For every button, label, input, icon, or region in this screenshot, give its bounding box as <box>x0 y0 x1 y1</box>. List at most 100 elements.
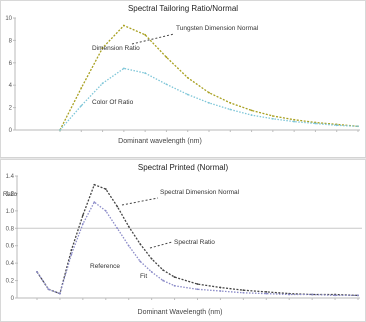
bottom-leader-spectral-dimension <box>121 197 159 206</box>
bottom-annotation-spectral-ratio: Spectral Ratio <box>174 239 215 246</box>
top-annotation-tungsten: Tungsten Dimension Normal <box>176 25 259 32</box>
bottom-leader-spectral-ratio <box>149 241 173 249</box>
bottom-annotation-reference: Reference <box>90 263 120 270</box>
data-point <box>47 288 50 291</box>
top-annotation-color-ratio: Color Of Ratio <box>92 99 134 106</box>
data-point <box>288 293 291 296</box>
data-point <box>80 104 83 107</box>
data-point <box>271 115 274 117</box>
series-line-1 <box>36 201 358 297</box>
bottom-chart-y-ticks: 1.4 1.2 1.0 0.8 0.6 0.4 0.2 0 <box>6 174 18 302</box>
data-point <box>150 270 153 273</box>
top-chart-x-ticks <box>59 130 359 132</box>
data-point <box>122 67 125 70</box>
y-tick-label: 2 <box>9 106 13 112</box>
data-point <box>162 279 165 282</box>
y-tick-label: 0.6 <box>6 244 15 250</box>
data-point <box>122 24 125 27</box>
series-line-1 <box>59 67 359 131</box>
data-point <box>219 290 222 292</box>
y-tick-label: 1.0 <box>6 209 15 215</box>
y-tick-label: 0 <box>11 296 15 302</box>
data-point <box>229 102 232 104</box>
y-tick-label: 1.4 <box>6 174 15 180</box>
data-point <box>196 288 199 291</box>
data-point <box>335 124 338 127</box>
data-point <box>186 93 189 96</box>
y-tick-label: 0.2 <box>6 279 15 285</box>
y-tick-label: 10 <box>5 16 12 22</box>
data-point <box>59 292 61 295</box>
bottom-chart-y-label: Ratio <box>3 192 18 198</box>
data-point <box>93 201 96 204</box>
bottom-annotation-fit: Fit <box>140 273 147 280</box>
data-point <box>293 118 296 121</box>
top-chart-y-ticks: 10 8 6 4 2 0 <box>5 16 16 134</box>
data-point <box>242 291 245 294</box>
data-point <box>162 269 165 272</box>
data-point <box>173 276 176 278</box>
data-point <box>334 294 336 297</box>
data-point <box>101 82 104 85</box>
data-point <box>311 293 314 296</box>
data-point <box>265 291 268 293</box>
top-annotation-dimension-ratio: Dimension Ratio <box>92 45 140 52</box>
data-point <box>139 243 142 245</box>
top-chart-x-label: Dominant wavelength (nm) <box>118 138 202 145</box>
top-chart-title: Spectral Tailoring Ratio/Normal <box>128 4 238 13</box>
data-point <box>271 117 274 120</box>
bottom-chart-title: Spectral Printed (Normal) <box>138 163 229 172</box>
data-point <box>127 244 130 247</box>
data-point <box>208 91 210 94</box>
data-point <box>144 72 147 74</box>
data-point <box>357 294 359 297</box>
y-tick-label: 6 <box>9 61 13 67</box>
data-point <box>116 205 119 208</box>
data-point <box>127 225 130 228</box>
series-line-0 <box>59 24 359 131</box>
data-point <box>357 125 359 128</box>
data-point <box>165 56 168 59</box>
y-tick-label: 4 <box>9 83 13 89</box>
data-point <box>165 83 168 86</box>
data-point <box>250 109 253 112</box>
bottom-chart-x-ticks <box>36 298 359 300</box>
bottom-chart-x-label: Dominant Wavelength (nm) <box>138 309 223 316</box>
data-point <box>229 108 232 111</box>
data-point <box>80 87 83 89</box>
data-point <box>150 257 153 260</box>
data-point <box>70 253 73 256</box>
data-point <box>173 284 176 287</box>
data-point <box>242 289 245 292</box>
data-point <box>186 76 189 79</box>
data-point <box>104 188 107 190</box>
data-point <box>196 283 199 285</box>
data-point <box>70 249 73 251</box>
data-point <box>293 120 296 123</box>
data-point <box>250 114 253 116</box>
top-chart-series <box>59 24 359 131</box>
data-point <box>144 33 147 36</box>
data-point <box>265 292 268 295</box>
data-point <box>116 227 119 230</box>
data-point <box>36 270 38 273</box>
y-tick-label: 1.2 <box>6 191 15 197</box>
bottom-annotation-spectral-dimension: Spectral Dimension Normal <box>160 189 240 196</box>
data-point <box>59 129 61 131</box>
y-tick-label: 0.8 <box>6 226 15 232</box>
bottom-chart-series <box>36 183 359 297</box>
data-point <box>104 209 107 212</box>
data-point <box>101 46 104 49</box>
data-point <box>93 183 96 186</box>
top-chart: Spectral Tailoring Ratio/Normal 1086420 … <box>5 4 360 145</box>
y-tick-label: 0.4 <box>6 261 15 267</box>
y-tick-label: 8 <box>9 38 13 44</box>
data-point <box>81 214 84 217</box>
bottom-chart: Spectral Printed (Normal) 1.4 1.2 1.0 0.8 0.… <box>3 163 362 316</box>
data-point <box>219 286 222 289</box>
data-point <box>139 260 142 263</box>
y-tick-label: 0 <box>9 128 13 134</box>
data-point <box>208 102 210 104</box>
data-point <box>314 122 317 125</box>
